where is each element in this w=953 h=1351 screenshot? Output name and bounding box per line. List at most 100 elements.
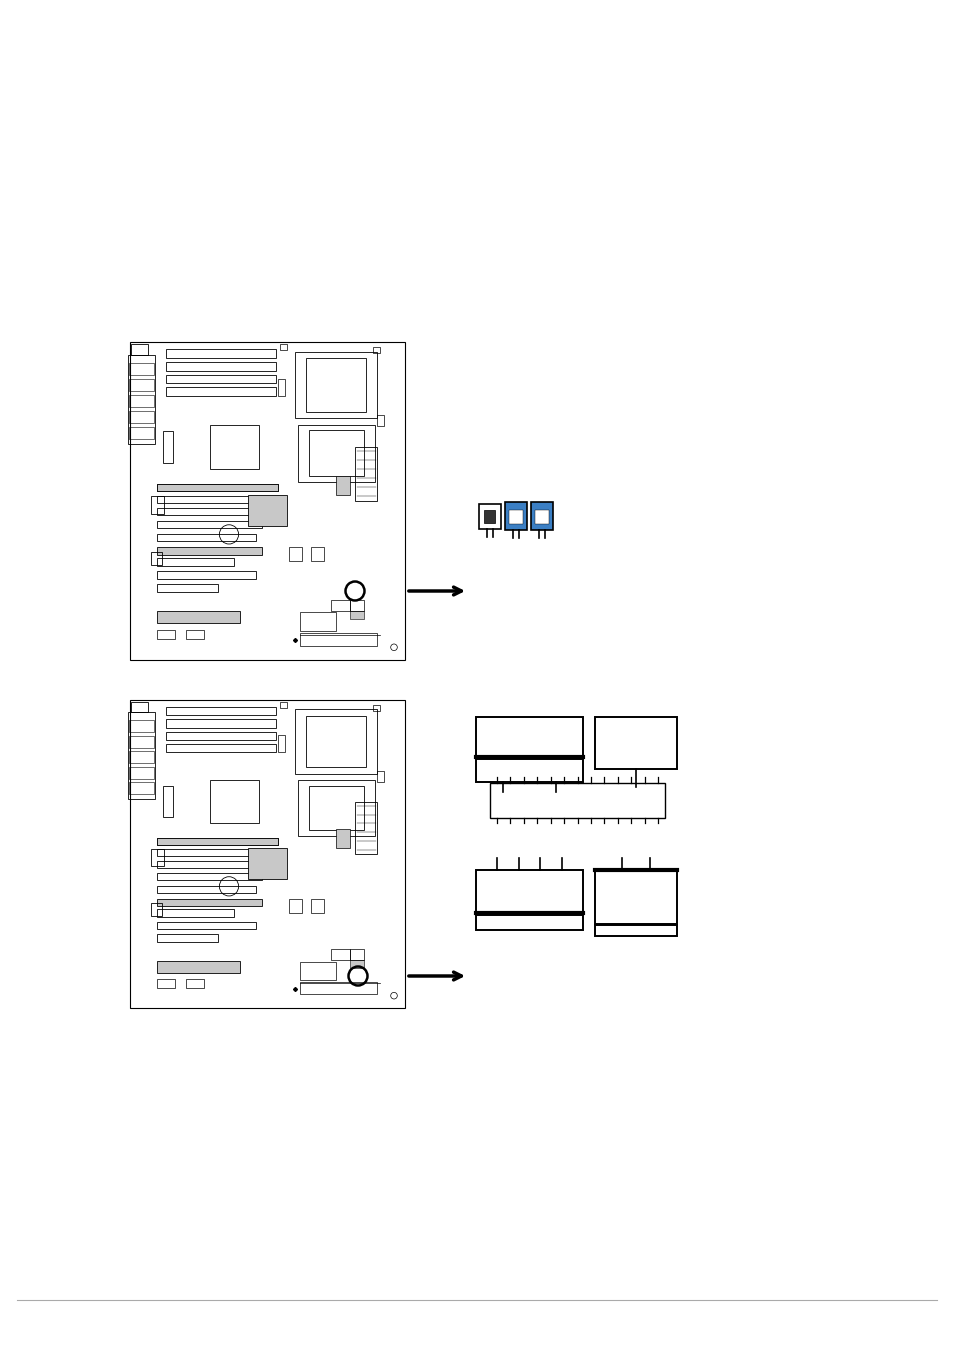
Bar <box>350 961 363 967</box>
Bar <box>476 870 582 913</box>
Bar <box>157 848 262 855</box>
Bar <box>130 342 405 661</box>
Bar <box>350 611 363 619</box>
Bar <box>163 431 172 463</box>
Bar <box>130 427 153 439</box>
Bar <box>350 950 363 961</box>
Bar <box>151 551 161 565</box>
Bar <box>157 861 278 867</box>
Bar <box>130 766 153 778</box>
Bar <box>166 362 275 370</box>
Bar <box>151 904 161 916</box>
Bar <box>157 838 278 844</box>
Bar <box>490 782 664 817</box>
Bar <box>166 707 275 716</box>
Bar <box>130 394 153 407</box>
Bar <box>509 511 522 524</box>
Bar <box>300 634 377 646</box>
Bar <box>128 712 155 798</box>
Bar <box>151 850 164 866</box>
Bar <box>157 873 262 881</box>
Bar <box>128 355 155 443</box>
Bar <box>595 925 677 936</box>
Bar <box>355 801 377 854</box>
Bar <box>484 511 495 523</box>
Bar <box>130 411 153 423</box>
Bar <box>335 830 350 848</box>
Bar <box>595 717 677 769</box>
Bar <box>157 934 218 942</box>
Bar <box>309 430 363 477</box>
Bar <box>476 717 582 758</box>
Bar <box>306 358 366 412</box>
Bar <box>248 848 287 878</box>
Bar <box>130 735 153 747</box>
Bar <box>186 631 204 639</box>
Bar <box>312 898 323 912</box>
Bar <box>166 374 275 384</box>
Bar <box>278 378 285 396</box>
Bar <box>300 612 335 631</box>
Bar <box>166 719 275 728</box>
Bar <box>531 503 553 530</box>
Bar <box>130 362 153 376</box>
Bar <box>163 786 172 817</box>
Bar <box>130 782 153 794</box>
Bar <box>476 759 582 782</box>
Bar <box>289 547 301 562</box>
Bar <box>157 534 256 540</box>
Bar <box>210 780 259 823</box>
Bar <box>186 979 204 988</box>
Bar <box>157 485 278 492</box>
Bar <box>157 547 262 555</box>
Bar <box>377 771 384 782</box>
Bar <box>297 424 375 482</box>
Bar <box>157 961 240 973</box>
Bar <box>476 915 582 929</box>
Bar <box>331 600 350 611</box>
Bar <box>157 909 234 917</box>
Bar <box>309 785 363 830</box>
Bar <box>355 447 377 501</box>
Bar <box>157 898 262 907</box>
Bar <box>130 700 405 1008</box>
Bar <box>166 732 275 740</box>
Bar <box>306 716 366 767</box>
Bar <box>130 378 153 392</box>
Bar <box>157 558 234 566</box>
Bar <box>157 921 256 929</box>
Bar <box>157 631 175 639</box>
Bar <box>535 511 548 524</box>
Bar <box>157 571 256 580</box>
Bar <box>294 351 377 419</box>
Bar <box>373 705 380 711</box>
Bar <box>504 503 526 530</box>
Bar <box>151 496 164 513</box>
Bar <box>157 886 256 893</box>
Bar <box>595 870 677 924</box>
Bar <box>157 485 278 492</box>
Bar <box>478 504 500 528</box>
Bar <box>312 547 323 562</box>
Bar <box>300 962 335 981</box>
Bar <box>278 735 285 753</box>
Bar <box>132 343 148 355</box>
Bar <box>350 600 363 611</box>
Bar <box>279 703 287 708</box>
Bar <box>373 347 380 353</box>
Bar <box>279 345 287 350</box>
Bar <box>331 950 350 961</box>
Bar <box>132 701 148 712</box>
Bar <box>166 350 275 358</box>
Bar <box>248 494 287 527</box>
Bar <box>210 424 259 469</box>
Bar <box>157 612 240 623</box>
Bar <box>130 751 153 763</box>
Bar <box>157 979 175 988</box>
Bar <box>157 584 218 592</box>
Bar <box>289 898 301 912</box>
Bar <box>377 415 384 427</box>
Bar <box>166 744 275 753</box>
Bar <box>157 521 262 528</box>
Bar <box>157 496 262 503</box>
